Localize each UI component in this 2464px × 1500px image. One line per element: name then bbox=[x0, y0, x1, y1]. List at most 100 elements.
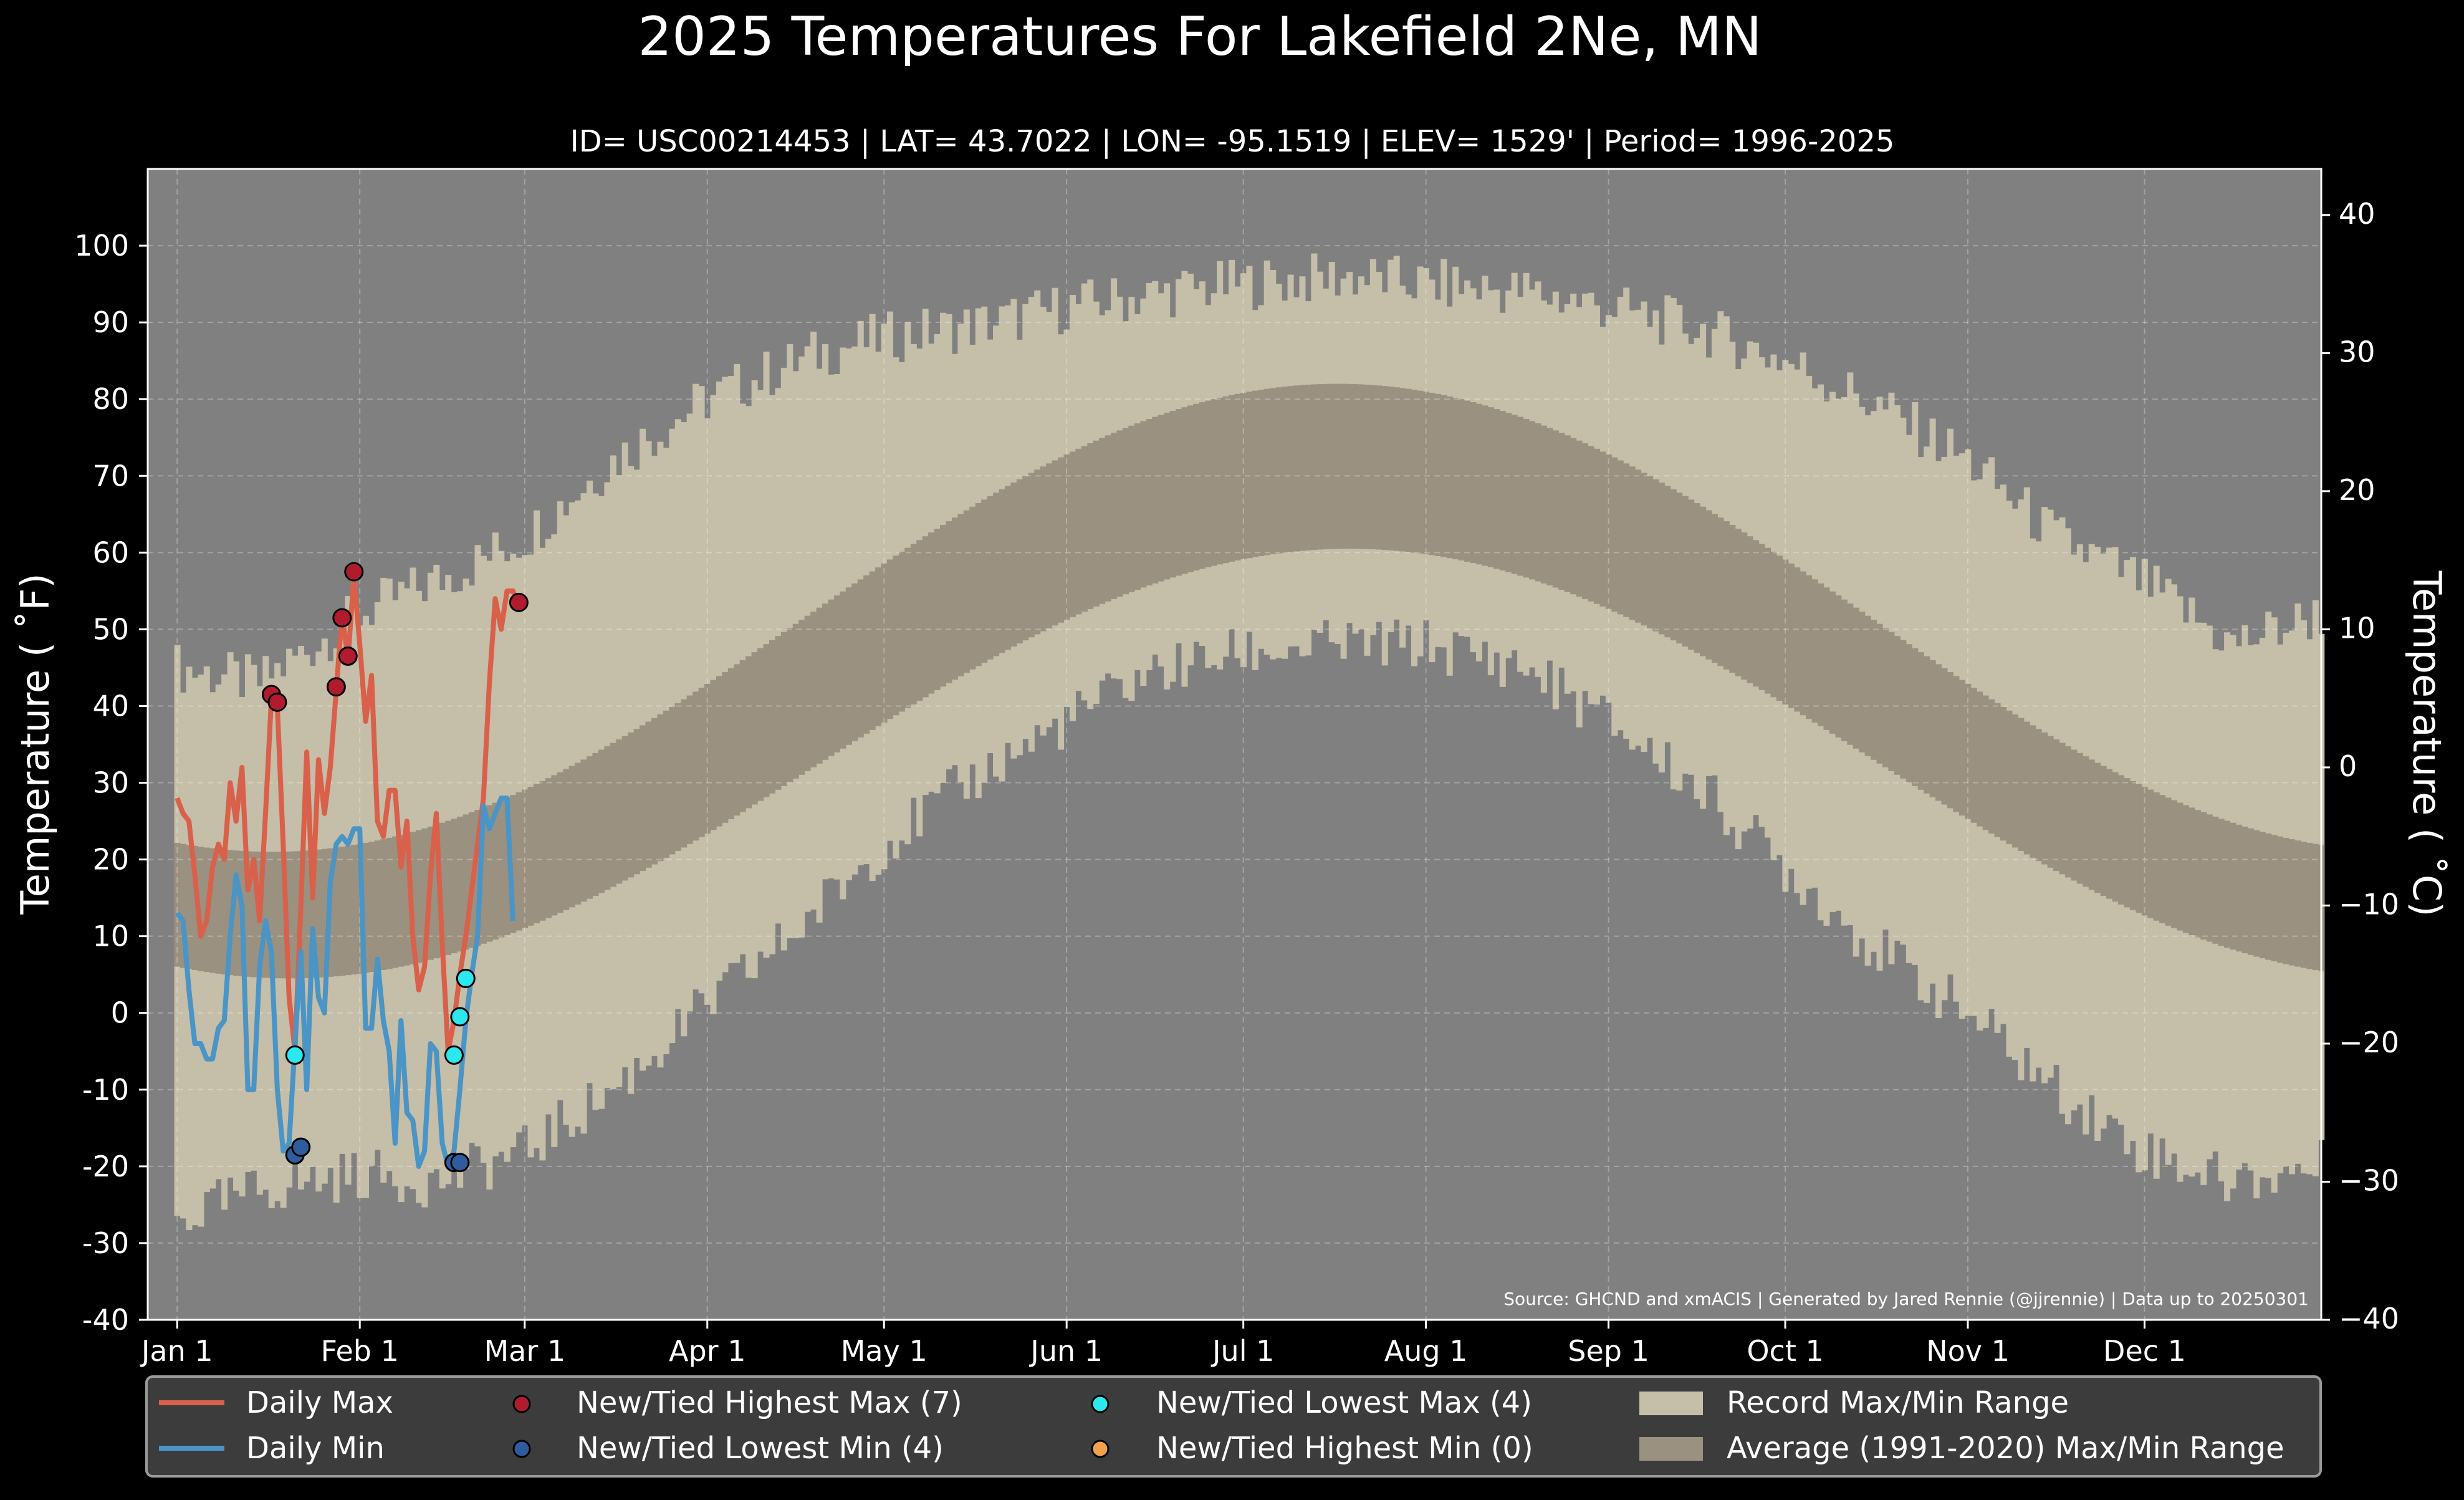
source-note: Source: GHCND and xmACIS | Generated by … bbox=[1503, 1289, 2309, 1309]
average-range-bar bbox=[845, 587, 852, 745]
average-range-bar bbox=[2171, 800, 2178, 928]
average-range-bar bbox=[881, 563, 888, 723]
average-range-bar bbox=[934, 529, 941, 690]
highest-max-marker: New/Tied Highest Max (7) bbox=[267, 692, 287, 712]
average-range-bar bbox=[1947, 672, 1953, 809]
average-range-bar bbox=[2094, 762, 2101, 893]
average-range-bar bbox=[2000, 706, 2007, 841]
average-range-bar bbox=[274, 852, 281, 979]
average-range-bar bbox=[1487, 407, 1494, 567]
average-range-bar bbox=[1028, 473, 1035, 638]
average-range-bar bbox=[1470, 402, 1477, 564]
average-range-bar bbox=[716, 676, 722, 827]
legend-item-record-range: Record Max/Min Range bbox=[1639, 1385, 2069, 1420]
average-range-bar bbox=[209, 848, 216, 973]
average-range-bar bbox=[833, 595, 840, 752]
average-range-bar bbox=[1458, 399, 1465, 560]
average-range-bar bbox=[640, 725, 646, 872]
average-range-bar bbox=[1652, 479, 1659, 632]
highest-max-marker: New/Tied Highest Max (7) bbox=[326, 677, 346, 697]
average-range-bar bbox=[351, 845, 358, 975]
average-range-bar bbox=[1924, 656, 1930, 794]
average-range-bar bbox=[1599, 451, 1606, 607]
average-range-bar bbox=[575, 762, 582, 905]
average-range-bar bbox=[1063, 454, 1070, 620]
legend-record-range-swatch bbox=[1639, 1392, 1703, 1415]
lowest-max-marker: New/Tied Lowest Max (4) bbox=[450, 1007, 470, 1027]
average-range-bar bbox=[221, 849, 228, 975]
average-range-bar bbox=[587, 756, 593, 899]
lowest-max-marker: New/Tied Lowest Max (4) bbox=[285, 1045, 305, 1065]
average-range-bar bbox=[2312, 844, 2319, 971]
average-range-bar bbox=[1517, 416, 1524, 576]
average-range-bar bbox=[787, 628, 793, 782]
legend-item-daily-max: Daily Max bbox=[159, 1385, 393, 1420]
average-range-bar bbox=[2136, 784, 2142, 913]
average-range-bar bbox=[722, 672, 729, 823]
chart-subtitle: ID= USC00214453 | LAT= 43.7022 | LON= -9… bbox=[570, 124, 1895, 159]
average-range-bar bbox=[1217, 397, 1224, 565]
average-range-bar bbox=[2253, 830, 2260, 957]
average-range-bar bbox=[1234, 393, 1241, 560]
average-range-bar bbox=[1376, 385, 1383, 550]
y-tick-label-left: 30 bbox=[92, 766, 129, 800]
average-range-bar bbox=[681, 699, 688, 848]
average-range-bar bbox=[2306, 842, 2313, 969]
legend-record-range-label: Record Max/Min Range bbox=[1727, 1385, 2069, 1420]
average-range-bar bbox=[1034, 469, 1041, 635]
legend-item-daily-min: Daily Min bbox=[159, 1431, 385, 1466]
average-range-bar bbox=[987, 496, 994, 660]
average-range-bar bbox=[598, 749, 605, 893]
average-range-bar bbox=[969, 506, 976, 670]
average-range-bar bbox=[2117, 775, 2125, 905]
average-range-bar bbox=[415, 830, 423, 963]
average-range-bar bbox=[1275, 387, 1282, 554]
average-range-bar bbox=[380, 839, 387, 971]
average-range-bar bbox=[2224, 820, 2231, 948]
average-range-bar bbox=[1417, 390, 1424, 554]
average-range-bar bbox=[1540, 425, 1547, 584]
average-range-bar bbox=[946, 521, 952, 683]
average-range-bar bbox=[2124, 778, 2131, 908]
average-range-bar bbox=[810, 612, 817, 767]
average-range-bar bbox=[1700, 506, 1707, 656]
average-range-bar bbox=[1229, 395, 1235, 562]
average-range-bar bbox=[928, 532, 935, 694]
average-range-bar bbox=[1829, 591, 1836, 734]
lowest-max-marker: New/Tied Lowest Max (4) bbox=[444, 1045, 464, 1065]
average-range-bar bbox=[1546, 428, 1553, 586]
average-range-bar bbox=[645, 721, 652, 868]
average-range-bar bbox=[904, 547, 911, 708]
average-range-bar bbox=[851, 583, 858, 741]
average-range-bar bbox=[940, 525, 947, 687]
average-range-bar bbox=[981, 499, 988, 663]
average-range-bar bbox=[1970, 688, 1977, 823]
average-range-bar bbox=[1941, 668, 1948, 805]
average-range-bar bbox=[1475, 403, 1482, 565]
average-range-bar bbox=[1929, 660, 1936, 797]
y-tick-label-left: -30 bbox=[82, 1226, 129, 1260]
average-range-bar bbox=[2129, 781, 2136, 910]
average-range-bar bbox=[180, 844, 187, 968]
average-range-bar bbox=[2011, 714, 2018, 848]
average-range-bar bbox=[339, 847, 346, 976]
average-range-bar bbox=[1122, 428, 1129, 595]
average-range-bar bbox=[651, 718, 658, 865]
average-range-bar bbox=[1411, 390, 1418, 553]
average-range-bar bbox=[463, 814, 469, 950]
average-range-bar bbox=[1441, 395, 1447, 557]
average-range-bar bbox=[504, 797, 511, 935]
record-range-bar bbox=[734, 363, 741, 963]
x-tick-label: Nov 1 bbox=[1926, 1334, 2010, 1368]
average-range-bar bbox=[545, 778, 552, 918]
average-range-bar bbox=[398, 835, 405, 967]
y-tick-label-left: 60 bbox=[92, 536, 129, 569]
y-tick-label-right: −10 bbox=[2339, 887, 2399, 921]
average-range-bar bbox=[1187, 405, 1194, 572]
legend-average-range-label: Average (1991-2020) Max/Min Range bbox=[1727, 1431, 2284, 1466]
average-range-bar bbox=[1128, 425, 1135, 592]
average-range-bar bbox=[2059, 743, 2066, 875]
average-range-bar bbox=[292, 851, 299, 979]
average-range-bar bbox=[1004, 486, 1012, 650]
average-range-bar bbox=[840, 591, 846, 749]
